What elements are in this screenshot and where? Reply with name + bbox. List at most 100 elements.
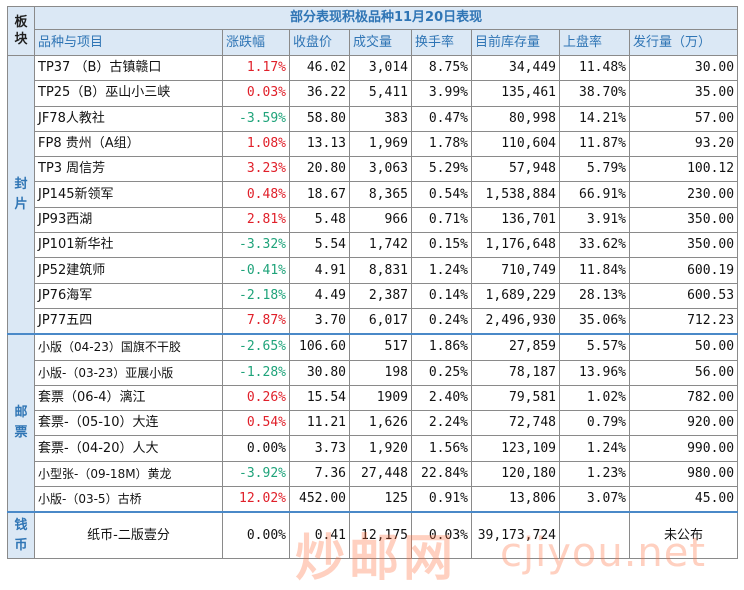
stock-cell: 13,806 bbox=[471, 486, 560, 513]
close-cell: 452.00 bbox=[289, 486, 350, 513]
table-row: 套票（06-4）漓江 0.26% 15.54 1909 2.40% 79,581 1.02%… bbox=[8, 384, 739, 412]
table-row: JP101新华社 -3.32% 5.54 1,742 0.15% 1,176,648 33.… bbox=[8, 232, 739, 259]
volume-cell: 125 bbox=[349, 486, 412, 513]
item-name: JP77五四 bbox=[34, 307, 223, 335]
header-row: 品种与项目 涨跌幅 收盘价 成交量 换手率 目前库存量 上盘率 发行量（万） bbox=[8, 29, 739, 56]
turnover-cell: 1.24% bbox=[411, 257, 472, 284]
turnover-cell: 0.71% bbox=[411, 206, 472, 234]
stock-cell: 136,701 bbox=[471, 206, 560, 234]
issue-cell: 30.00 bbox=[628, 54, 739, 82]
volume-cell: 517 bbox=[349, 333, 412, 361]
item-name: JP93西湖 bbox=[34, 206, 223, 234]
close-cell: 20.80 bbox=[289, 156, 350, 183]
issue-cell: 600.53 bbox=[628, 282, 739, 309]
volume-cell: 383 bbox=[349, 105, 412, 132]
stock-cell: 79,581 bbox=[471, 384, 560, 412]
turnover-cell: 8.75% bbox=[411, 54, 472, 82]
close-cell: 46.02 bbox=[289, 54, 350, 82]
close-cell: 4.49 bbox=[289, 282, 350, 309]
stock-cell: 2,496,930 bbox=[471, 307, 560, 335]
item-name: 套票（06-4）漓江 bbox=[34, 384, 223, 412]
issue-cell: 未公布 bbox=[628, 511, 739, 560]
board-header: 板块 bbox=[7, 6, 35, 56]
table-row: 钱币纸币-二版壹分 0.00% 0.41 12,175 0.03% 39,173,724 未… bbox=[7, 511, 739, 560]
issue-cell: 920.00 bbox=[628, 410, 739, 437]
turnover-cell: 2.24% bbox=[411, 410, 472, 437]
volume-cell: 1,626 bbox=[349, 410, 412, 437]
item-name: 纸币-二版壹分 bbox=[34, 511, 223, 560]
stock-performance-table: 板块 部分表现积极品种11月20日表现 品种与项目 涨跌幅 收盘价 成交量 换手… bbox=[7, 6, 739, 560]
item-name: JP145新领军 bbox=[34, 181, 223, 208]
close-cell: 15.54 bbox=[289, 384, 350, 412]
item-name: 小版（04-23）国旗不干胶 bbox=[34, 333, 223, 361]
rate-cell bbox=[559, 511, 630, 560]
item-name: FP8 贵州（A组） bbox=[34, 130, 223, 158]
turnover-cell: 0.91% bbox=[411, 486, 472, 513]
stock-cell: 710,749 bbox=[471, 257, 560, 284]
item-name: JP101新华社 bbox=[34, 232, 223, 259]
turnover-cell: 2.40% bbox=[411, 384, 472, 412]
stock-cell: 72,748 bbox=[471, 410, 560, 437]
change-cell: -3.59% bbox=[222, 105, 290, 132]
close-cell: 58.80 bbox=[289, 105, 350, 132]
volume-cell: 27,448 bbox=[349, 460, 412, 488]
header-rate: 上盘率 bbox=[559, 29, 630, 56]
stock-cell: 39,173,724 bbox=[471, 511, 560, 560]
rate-cell: 1.23% bbox=[559, 460, 630, 488]
board-label: 封片 bbox=[7, 55, 35, 335]
table-row: 邮票小版（04-23）国旗不干胶 -2.65% 106.60 517 1.86% 27,8… bbox=[7, 333, 739, 513]
table-row: JP93西湖 2.81% 5.48 966 0.71% 136,701 3.91% 350.0… bbox=[8, 206, 739, 234]
rate-cell: 38.70% bbox=[559, 80, 630, 107]
rate-cell: 3.07% bbox=[559, 486, 630, 513]
change-cell: 0.54% bbox=[222, 410, 290, 437]
volume-cell: 3,063 bbox=[349, 156, 412, 183]
stock-cell: 1,689,229 bbox=[471, 282, 560, 309]
item-name: 套票-（05-10）大连 bbox=[34, 410, 223, 437]
turnover-cell: 0.03% bbox=[411, 511, 472, 560]
rate-cell: 5.57% bbox=[559, 333, 630, 361]
table-row: JP77五四 7.87% 3.70 6,017 0.24% 2,496,930 35.06%… bbox=[8, 307, 739, 335]
close-cell: 13.13 bbox=[289, 130, 350, 158]
issue-cell: 50.00 bbox=[628, 333, 739, 361]
board-label: 钱币 bbox=[7, 511, 35, 560]
rate-cell: 11.48% bbox=[559, 54, 630, 82]
change-cell: 1.08% bbox=[222, 130, 290, 158]
item-name: 小版-（03-5）古桥 bbox=[34, 486, 223, 513]
volume-cell: 8,365 bbox=[349, 181, 412, 208]
turnover-cell: 0.14% bbox=[411, 282, 472, 309]
volume-cell: 1,742 bbox=[349, 232, 412, 259]
issue-cell: 600.19 bbox=[628, 257, 739, 284]
close-cell: 3.73 bbox=[289, 435, 350, 462]
rate-cell: 3.91% bbox=[559, 206, 630, 234]
table-row: 封片 TP37 （B）古镇赣口 1.17% 46.02 3,014 8.75% 34,449… bbox=[7, 54, 739, 335]
change-cell: 0.26% bbox=[222, 384, 290, 412]
rate-cell: 35.06% bbox=[559, 307, 630, 335]
table-row: JP76海军 -2.18% 4.49 2,387 0.14% 1,689,229 28.13… bbox=[8, 282, 739, 309]
change-cell: -3.92% bbox=[222, 460, 290, 488]
board-label: 邮票 bbox=[7, 333, 35, 513]
item-name: 套票-（04-20）人大 bbox=[34, 435, 223, 462]
table-row: 小版-（03-23）亚展小版 -1.28% 30.80 198 0.25% 78,187 1… bbox=[8, 359, 739, 386]
stock-cell: 27,859 bbox=[471, 333, 560, 361]
item-name: 小版-（03-23）亚展小版 bbox=[34, 359, 223, 386]
stock-cell: 123,109 bbox=[471, 435, 560, 462]
issue-cell: 990.00 bbox=[628, 435, 739, 462]
turnover-cell: 1.86% bbox=[411, 333, 472, 361]
stock-cell: 1,176,648 bbox=[471, 232, 560, 259]
rate-cell: 33.62% bbox=[559, 232, 630, 259]
volume-cell: 198 bbox=[349, 359, 412, 386]
header-stock: 目前库存量 bbox=[471, 29, 560, 56]
table-row: 套票-（04-20）人大 0.00% 3.73 1,920 1.56% 123,109 1.… bbox=[8, 435, 739, 462]
change-cell: 0.03% bbox=[222, 80, 290, 107]
close-cell: 30.80 bbox=[289, 359, 350, 386]
issue-cell: 57.00 bbox=[628, 105, 739, 132]
stock-cell: 57,948 bbox=[471, 156, 560, 183]
rate-cell: 1.24% bbox=[559, 435, 630, 462]
table-row: JP145新领军 0.48% 18.67 8,365 0.54% 1,538,884 66.… bbox=[8, 181, 739, 208]
stock-cell: 120,180 bbox=[471, 460, 560, 488]
header-volume: 成交量 bbox=[349, 29, 412, 56]
rate-cell: 0.79% bbox=[559, 410, 630, 437]
change-cell: 2.81% bbox=[222, 206, 290, 234]
close-cell: 5.48 bbox=[289, 206, 350, 234]
rate-cell: 11.87% bbox=[559, 130, 630, 158]
